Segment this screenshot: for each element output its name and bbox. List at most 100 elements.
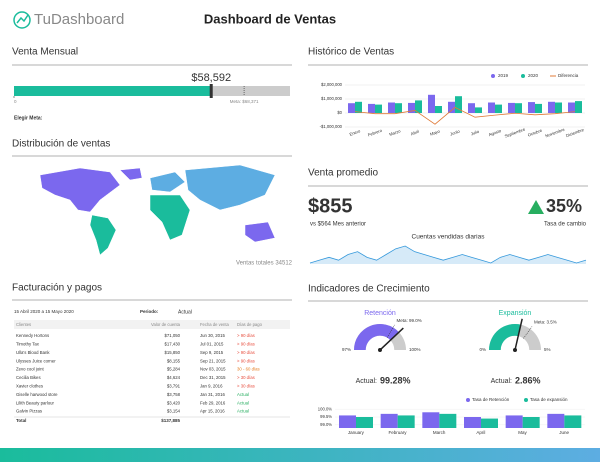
panel-title: Venta Mensual xyxy=(12,47,78,58)
bar xyxy=(515,103,522,113)
bar xyxy=(564,415,582,428)
table-cell: Kennedy Hortons xyxy=(16,333,49,338)
actual-label: Actual: xyxy=(356,378,377,385)
europe xyxy=(149,171,186,193)
bar xyxy=(428,94,435,113)
bar xyxy=(348,103,355,113)
x-tick-label: Junio xyxy=(449,128,461,136)
table-cell: $3,154 xyxy=(167,409,181,414)
south-america xyxy=(89,214,117,256)
value-label: $58,592 xyxy=(191,72,231,84)
legend-label: Diferencia xyxy=(558,73,579,78)
table-cell: $3,758 xyxy=(167,392,181,397)
meta-tick xyxy=(386,324,395,338)
bar xyxy=(555,102,562,113)
greenland xyxy=(119,167,143,181)
table-cell: > 30 días xyxy=(237,384,255,389)
bar xyxy=(375,104,382,113)
meta-label: Meta: 99.0% xyxy=(397,318,422,323)
total-cell: $137,885 xyxy=(161,418,180,423)
bar xyxy=(368,103,375,113)
bar xyxy=(505,415,523,428)
table-cell: $4,624 xyxy=(167,375,181,380)
table-cell: Dec 31, 2015 xyxy=(200,375,226,380)
spark-area xyxy=(310,246,586,264)
table-cell: Cecilia Bikes xyxy=(16,375,41,380)
spark-title: Cuentas vendidas diarias xyxy=(412,234,486,241)
y-tick-label: 99.0% xyxy=(320,422,332,427)
logo: TuDashboard xyxy=(34,11,124,28)
bar xyxy=(547,413,565,428)
bar xyxy=(355,101,362,113)
y-tick-label: $0 xyxy=(337,110,342,115)
table-cell: Ulla's Blood Bank xyxy=(16,350,50,355)
table-cell: Feb 29, 2016 xyxy=(200,400,226,405)
gauge-max: 5% xyxy=(544,347,551,352)
table-cell: Apr 15, 2016 xyxy=(200,409,225,414)
bar xyxy=(481,418,498,428)
x-tick-label: Octubre xyxy=(527,128,543,138)
table-cell: Actual xyxy=(237,400,249,405)
table-cell: Actual xyxy=(237,392,249,397)
x-tick-label: February xyxy=(388,430,407,435)
x-tick-label: Febrero xyxy=(367,128,383,138)
table-cell: $8,155 xyxy=(167,358,181,363)
needle xyxy=(379,327,404,351)
column-header: Fecha de venta xyxy=(200,322,230,327)
actual-value: 2.86% xyxy=(515,375,541,385)
table-cell: > 90 días xyxy=(237,342,255,347)
line xyxy=(354,106,576,125)
table-cell: $3,791 xyxy=(167,384,181,389)
table-cell: Timothy Tax xyxy=(16,342,40,347)
table-cell: Actual xyxy=(237,409,249,414)
bar xyxy=(388,102,395,113)
up-arrow xyxy=(528,200,544,214)
needle-hub xyxy=(378,348,382,352)
kpi-change: 35% xyxy=(546,196,582,216)
bar xyxy=(495,104,502,113)
asia xyxy=(184,164,276,211)
table-cell: Jan 9, 2016 xyxy=(200,384,223,389)
table-cell: > 90 días xyxy=(237,358,255,363)
gauge-title: Expansión xyxy=(499,310,532,317)
y-tick-label: 99.5% xyxy=(320,414,332,419)
bar xyxy=(548,101,555,113)
bar xyxy=(468,103,475,113)
bar xyxy=(339,415,356,428)
y-tick-label: -$1,000,000 xyxy=(320,124,343,129)
table-cell: $17,430 xyxy=(164,342,180,347)
x-tick-label: May xyxy=(518,430,527,435)
needle-hub xyxy=(513,348,517,352)
bar xyxy=(535,103,542,113)
legend-label: 2019 xyxy=(498,73,509,78)
actual-label: Actual: xyxy=(491,378,512,385)
legend-label: 2020 xyxy=(528,73,539,78)
legend-label: Tasa de Retención xyxy=(472,397,510,402)
period: Actual xyxy=(178,309,192,315)
gauge-fill xyxy=(489,324,521,350)
bar xyxy=(380,413,398,428)
bar xyxy=(528,102,535,113)
x-tick-label: Agosto xyxy=(488,128,503,137)
bar xyxy=(397,415,415,428)
bar xyxy=(415,100,422,113)
bar xyxy=(568,102,575,113)
y-tick-label: 100.0% xyxy=(318,406,332,411)
date-range: 15 Abril 2020 a 15 Mayo 2020 xyxy=(14,309,74,314)
x-tick-label: Mayo xyxy=(429,128,441,136)
table-cell: Sep 21, 2015 xyxy=(200,358,226,363)
table-cell: Jan 31, 2016 xyxy=(200,392,225,397)
x-tick-label: Abril xyxy=(410,129,420,137)
meta-label: Meta: 3.5% xyxy=(534,320,557,325)
panel-title: Venta promedio xyxy=(308,168,378,179)
panel-title: Facturación y pagos xyxy=(12,283,102,294)
table-cell: Nov 03, 2015 xyxy=(200,367,226,372)
panel-title: Indicadores de Crecimiento xyxy=(308,284,430,295)
legend-swatch xyxy=(466,398,470,402)
x-tick-label: Marzo xyxy=(389,128,402,137)
table-cell: $71,050 xyxy=(164,333,180,338)
table-cell: $15,850 xyxy=(164,350,180,355)
bar xyxy=(464,417,481,428)
bar xyxy=(408,102,415,113)
